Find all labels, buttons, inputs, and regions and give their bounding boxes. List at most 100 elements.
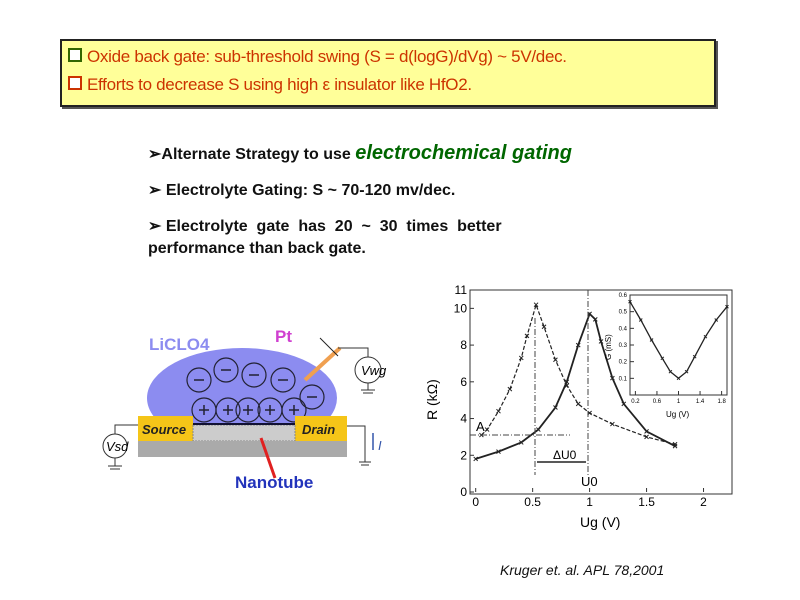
- data-point: [541, 324, 547, 330]
- data-point: [714, 318, 719, 322]
- annotation-a: A: [476, 419, 485, 434]
- x-tick-label: 2: [700, 495, 707, 509]
- highlight-box: Oxide back gate: sub-threshold swing (S …: [60, 39, 716, 107]
- data-point: [484, 427, 490, 432]
- electrolyte-label: LiCLO4: [149, 335, 210, 354]
- y-axis-label: R (kΩ): [424, 379, 440, 420]
- annotation-u0: U0: [581, 474, 598, 489]
- data-point: [644, 434, 649, 440]
- x-tick-label: 1.8: [717, 399, 726, 405]
- inset-x-label: Ug (V): [666, 410, 689, 419]
- checkbox-bullet-icon: [68, 76, 82, 90]
- data-point: [553, 405, 558, 410]
- data-point: [524, 333, 530, 339]
- data-point: [725, 304, 729, 309]
- y-tick-label: 2: [460, 448, 467, 462]
- series-line-1: [475, 312, 676, 460]
- nanotube-label: Nanotube: [235, 473, 313, 492]
- data-point: [649, 338, 654, 342]
- data-point: [575, 401, 581, 407]
- y-tick-label: 11: [455, 283, 468, 297]
- data-point: [610, 375, 615, 381]
- x-tick-label: 0.2: [631, 399, 640, 405]
- y-tick-label: 10: [454, 301, 468, 315]
- data-point: [535, 427, 541, 432]
- data-point: [564, 379, 570, 385]
- x-tick-label: 0.6: [653, 399, 662, 405]
- x-tick-label: 1: [677, 399, 681, 405]
- pt-label: Pt: [275, 327, 292, 346]
- data-point: [684, 369, 689, 374]
- bullet-1: ➢Alternate Strategy to use electrochemic…: [148, 142, 572, 165]
- data-point: [496, 408, 501, 414]
- data-point: [518, 440, 524, 445]
- bullet-1-text: ➢Alternate Strategy to use: [148, 146, 356, 163]
- y-tick-label: 0.3: [619, 343, 628, 349]
- citation: Kruger et. al. APL 78,2001: [500, 562, 665, 578]
- ion-signs: [194, 369, 317, 415]
- y-tick-label: 0.1: [619, 376, 628, 382]
- pt-electrode: [303, 346, 342, 382]
- data-point: [473, 456, 479, 462]
- main-plot-frame: [469, 289, 733, 495]
- data-point: [644, 429, 649, 434]
- x-tick-label: 1: [586, 495, 593, 509]
- data-point: [553, 357, 558, 363]
- data-point: [621, 401, 627, 407]
- electrochemical-gating-diagram: Vwg Vsd I LiCLO4 Pt Source Drain Nanotub…: [102, 327, 387, 492]
- current-label: I: [378, 438, 382, 453]
- box-line-1: Oxide back gate: sub-threshold swing (S …: [68, 47, 567, 67]
- vsd-source-icon: [102, 433, 128, 459]
- box-line-2: Efforts to decrease S using high ε insul…: [68, 75, 472, 95]
- series-line-0: [480, 302, 676, 445]
- x-tick-label: 1.5: [638, 495, 655, 509]
- y-tick-label: 0.5: [619, 310, 628, 316]
- x-tick-label: 0.5: [524, 495, 541, 509]
- inset-y-label: G (mS): [604, 334, 613, 360]
- y-tick-label: 0.2: [619, 360, 628, 366]
- data-point: [575, 342, 581, 348]
- y-tick-label: 6: [460, 375, 467, 389]
- substrate: [138, 441, 347, 457]
- y-tick-label: 8: [460, 338, 467, 352]
- data-point: [692, 354, 697, 359]
- y-tick-label: 0: [460, 485, 467, 499]
- drain-contact: [295, 416, 347, 441]
- box-line-2-text: Efforts to decrease S using high ε insul…: [87, 75, 472, 94]
- checkbox-bullet-icon: [68, 48, 82, 62]
- ion-circles: [186, 357, 325, 423]
- vsd-label: Vsd: [106, 439, 129, 454]
- vwg-source-icon: [354, 356, 382, 384]
- annotation-delta-u0: ΔU0: [553, 448, 577, 462]
- inset-frame: [629, 294, 728, 396]
- data-point: [533, 302, 539, 308]
- vwg-label: Vwg: [361, 363, 387, 378]
- data-point: [610, 421, 615, 427]
- data-point: [668, 369, 673, 374]
- bullet-1-emphasis: electrochemical gating: [355, 142, 572, 164]
- bullet-3a: ➢ Electrolyte gate has 20 ~ 30 times bet…: [148, 218, 502, 235]
- data-point: [676, 376, 681, 381]
- data-point: [628, 299, 632, 304]
- data-point: [496, 449, 501, 454]
- bullet-2: ➢ Electrolyte Gating: S ~ 70-120 mv/dec.: [148, 182, 456, 199]
- data-point: [507, 386, 513, 392]
- data-point: [592, 317, 598, 322]
- x-axis-label: Ug (V): [580, 514, 620, 530]
- nanotube-arrow: [259, 437, 277, 479]
- data-point: [672, 443, 678, 449]
- source-label: Source: [142, 422, 186, 437]
- y-tick-label: 4: [460, 412, 467, 426]
- drain-label: Drain: [302, 422, 335, 437]
- data-point: [703, 334, 708, 339]
- y-tick-label: 0.4: [619, 326, 628, 332]
- box-line-1-text: Oxide back gate: sub-threshold swing (S …: [87, 47, 567, 66]
- x-tick-label: 1.4: [696, 399, 705, 405]
- data-point: [660, 356, 665, 361]
- data-point: [518, 355, 524, 361]
- bullet-3b: performance than back gate.: [148, 240, 366, 257]
- data-point: [638, 318, 643, 322]
- data-point: [598, 339, 604, 344]
- y-tick-label: 0.6: [619, 293, 628, 299]
